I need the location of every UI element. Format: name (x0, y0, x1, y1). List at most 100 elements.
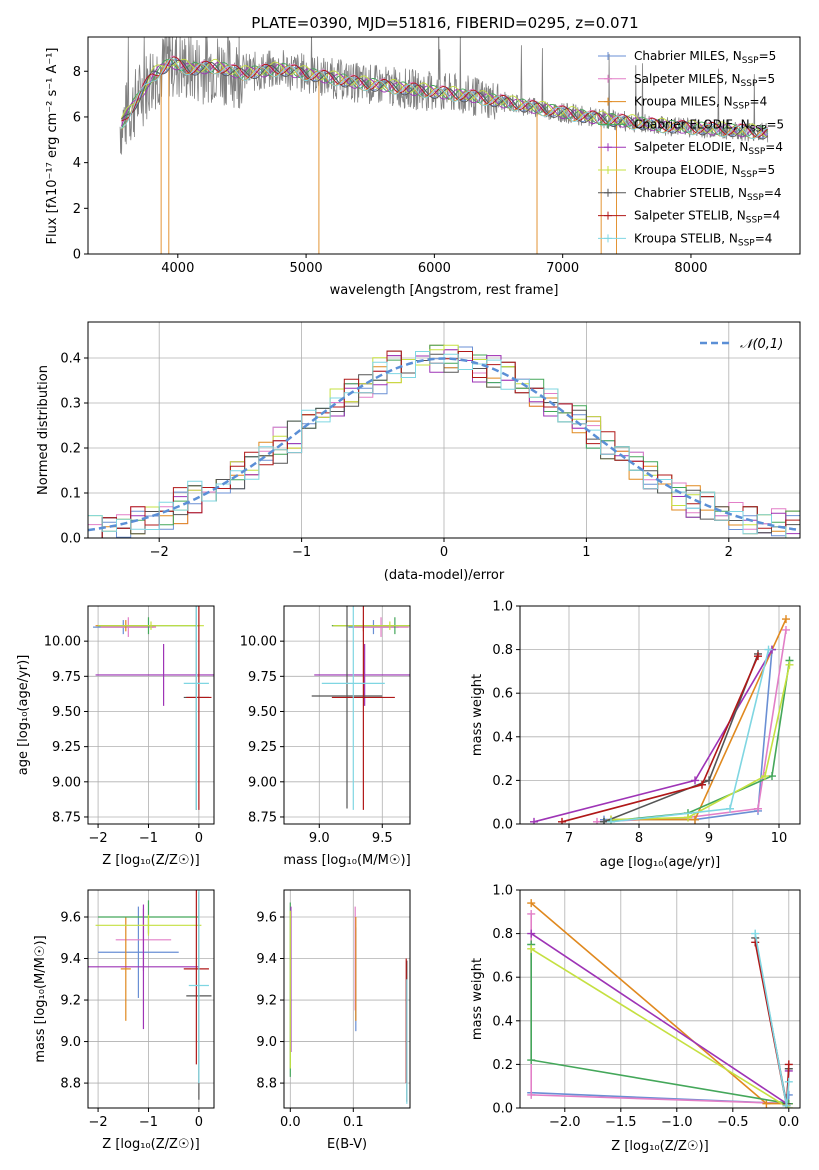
mass-vs-extinction-panel: 0.0 0.1 8.8 9.0 9.2 9.4 9.6 E(B-V) (256, 889, 411, 1152)
y-tick-label: 0.8 (492, 643, 513, 658)
legend-swatch-marker (604, 120, 612, 129)
mass-weight-marker (726, 804, 734, 813)
age-vs-mass-data-layer (284, 606, 410, 824)
massweight-vs-metallicity-panel: −2.0 −1.5 −1.0 −0.5 0.0 0.0 0.2 0.4 0.6 0.8 1.0 Z … (470, 884, 801, 1154)
age-vs-mass-xlabel: mass [log₁₀(M/M☉)] (283, 853, 410, 868)
plot-area (119, 37, 769, 254)
mass-weight-marker (691, 776, 699, 785)
y-tick-label: 0.2 (492, 774, 513, 789)
mass-weight-series-line (533, 649, 773, 823)
mass-weight-series-line (561, 655, 759, 823)
legend-entry-label: Salpeter STELIB, NSSP=4 (634, 209, 780, 226)
x-tick-label: −2 (150, 545, 169, 560)
mass-weight-marker (558, 817, 566, 824)
massweight-vs-metallicity-xlabel: Z [log₁₀(Z/Z☉)] (611, 1139, 708, 1154)
mass-weight-marker (691, 815, 699, 824)
mass-vs-extinction-data-layer (284, 890, 410, 1108)
plot-area (88, 890, 214, 1108)
mass-weight-series-line (754, 933, 790, 1106)
massweight-vs-age-data-layer (520, 606, 800, 824)
plot-area (520, 890, 800, 1108)
y-tick-label: 0.4 (60, 352, 81, 367)
x-tick-label: −2 (88, 1115, 107, 1130)
y-tick-label: 9.6 (256, 910, 277, 925)
figure-title: PLATE=0390, MJD=51816, FIBERID=0295, z=0… (251, 14, 638, 32)
y-tick-label: 1.0 (492, 600, 513, 615)
y-tick-label: 8 (73, 65, 81, 80)
mass-weight-marker (600, 817, 608, 824)
x-tick-label: −1 (292, 545, 311, 560)
x-tick-label: −0.5 (717, 1115, 749, 1130)
y-tick-label: 9.0 (60, 1035, 81, 1050)
model-spectrum-line (120, 61, 769, 138)
massweight-vs-metallicity-ylabel: mass weight (470, 958, 485, 1040)
mass-weight-series-line (530, 914, 789, 1105)
spectrum-panel: 4000 5000 6000 7000 8000 0 2 4 6 8 wavelength [An… (45, 36, 801, 298)
y-tick-label: 9.50 (248, 705, 277, 720)
y-tick-label: 0 (73, 248, 81, 263)
residuals-xlabel: (data-model)/error (384, 568, 505, 583)
y-tick-label: 9.0 (256, 1035, 277, 1050)
mass-weight-marker (527, 929, 536, 938)
spectrum-data-layer (119, 37, 769, 254)
y-tick-label: 1.0 (492, 884, 513, 899)
legend-swatch-marker (604, 52, 612, 60)
y-tick-label: 9.2 (256, 994, 277, 1009)
mass-weight-series-line (603, 653, 759, 823)
mass-vs-metallicity-xlabel: Z [log₁₀(Z/Z☉)] (102, 1137, 199, 1152)
x-tick-label: 7000 (546, 261, 579, 276)
legend-swatch-marker (604, 143, 612, 152)
y-tick-label: 4 (73, 156, 81, 171)
y-tick-label: 0.8 (492, 927, 513, 942)
x-tick-label: 2 (725, 545, 733, 560)
residuals-panel: −2 −1 0 1 2 0.0 0.1 0.2 0.3 0.4 (data-model)/erro… (36, 321, 801, 583)
y-tick-label: 0.0 (492, 818, 513, 833)
mass-weight-series-line (604, 649, 773, 821)
axes-frame (283, 889, 411, 1109)
mass-weight-marker (785, 660, 794, 669)
mass-weight-marker (698, 780, 706, 789)
y-tick-label: 9.75 (248, 670, 277, 685)
spectrum-xlabel: wavelength [Angstrom, rest frame] (330, 283, 559, 298)
axes-frame (87, 36, 801, 255)
massweight-vs-age-axes-layer: 7 8 9 10 0.0 0.2 0.4 0.6 0.8 1.0 (492, 600, 801, 846)
spectrum-axes-layer: 4000 5000 6000 7000 8000 0 2 4 6 8 (73, 36, 801, 276)
age-vs-metallicity-xlabel: Z [log₁₀(Z/Z☉)] (102, 853, 199, 868)
y-tick-label: 9.00 (52, 775, 81, 790)
mass-weight-marker (527, 944, 536, 953)
mass-weight-series-line (610, 664, 791, 821)
y-tick-label: 0.3 (60, 397, 81, 412)
spectrum-ylabel: Flux [fλ10⁻¹⁷ erg cm⁻² s⁻¹ A⁻¹] (45, 48, 60, 245)
y-tick-label: 9.50 (52, 705, 81, 720)
x-tick-label: 0.1 (343, 1115, 364, 1130)
legend-swatch-marker (604, 234, 612, 243)
mass-weight-marker (784, 1060, 793, 1069)
y-tick-label: 10.00 (44, 635, 81, 650)
y-tick-label: 8.8 (60, 1077, 81, 1092)
model-spectrum-line (121, 56, 769, 138)
axes-frame (87, 605, 215, 825)
normal-reference-curve (88, 357, 800, 532)
x-tick-label: 7 (565, 831, 573, 846)
x-tick-label: −1.5 (605, 1115, 637, 1130)
x-tick-label: 10 (771, 831, 788, 846)
x-tick-label: 0 (195, 1115, 203, 1130)
plot-area (284, 606, 410, 824)
axes-frame (87, 889, 215, 1109)
massweight-vs-age-xlabel: age [log₁₀(age/yr)] (600, 855, 721, 870)
plot-area (284, 890, 410, 1108)
x-tick-label: 0.0 (778, 1115, 799, 1130)
axes-frame (283, 605, 411, 825)
y-tick-label: 0.6 (492, 971, 513, 986)
residuals-ylabel: Normed distribution (36, 365, 51, 495)
y-tick-label: 0.0 (60, 532, 81, 547)
mass-weight-marker (751, 929, 760, 938)
legend-swatch-marker (604, 188, 612, 197)
mass-weight-marker (607, 817, 615, 824)
legend-swatch-marker (604, 97, 612, 106)
x-tick-label: 8 (635, 831, 643, 846)
legend-entry-label: Kroupa STELIB, NSSP=4 (634, 231, 772, 248)
x-tick-label: 0 (440, 545, 448, 560)
y-tick-label: 9.00 (248, 775, 277, 790)
mass-weight-series-line (530, 932, 790, 1106)
